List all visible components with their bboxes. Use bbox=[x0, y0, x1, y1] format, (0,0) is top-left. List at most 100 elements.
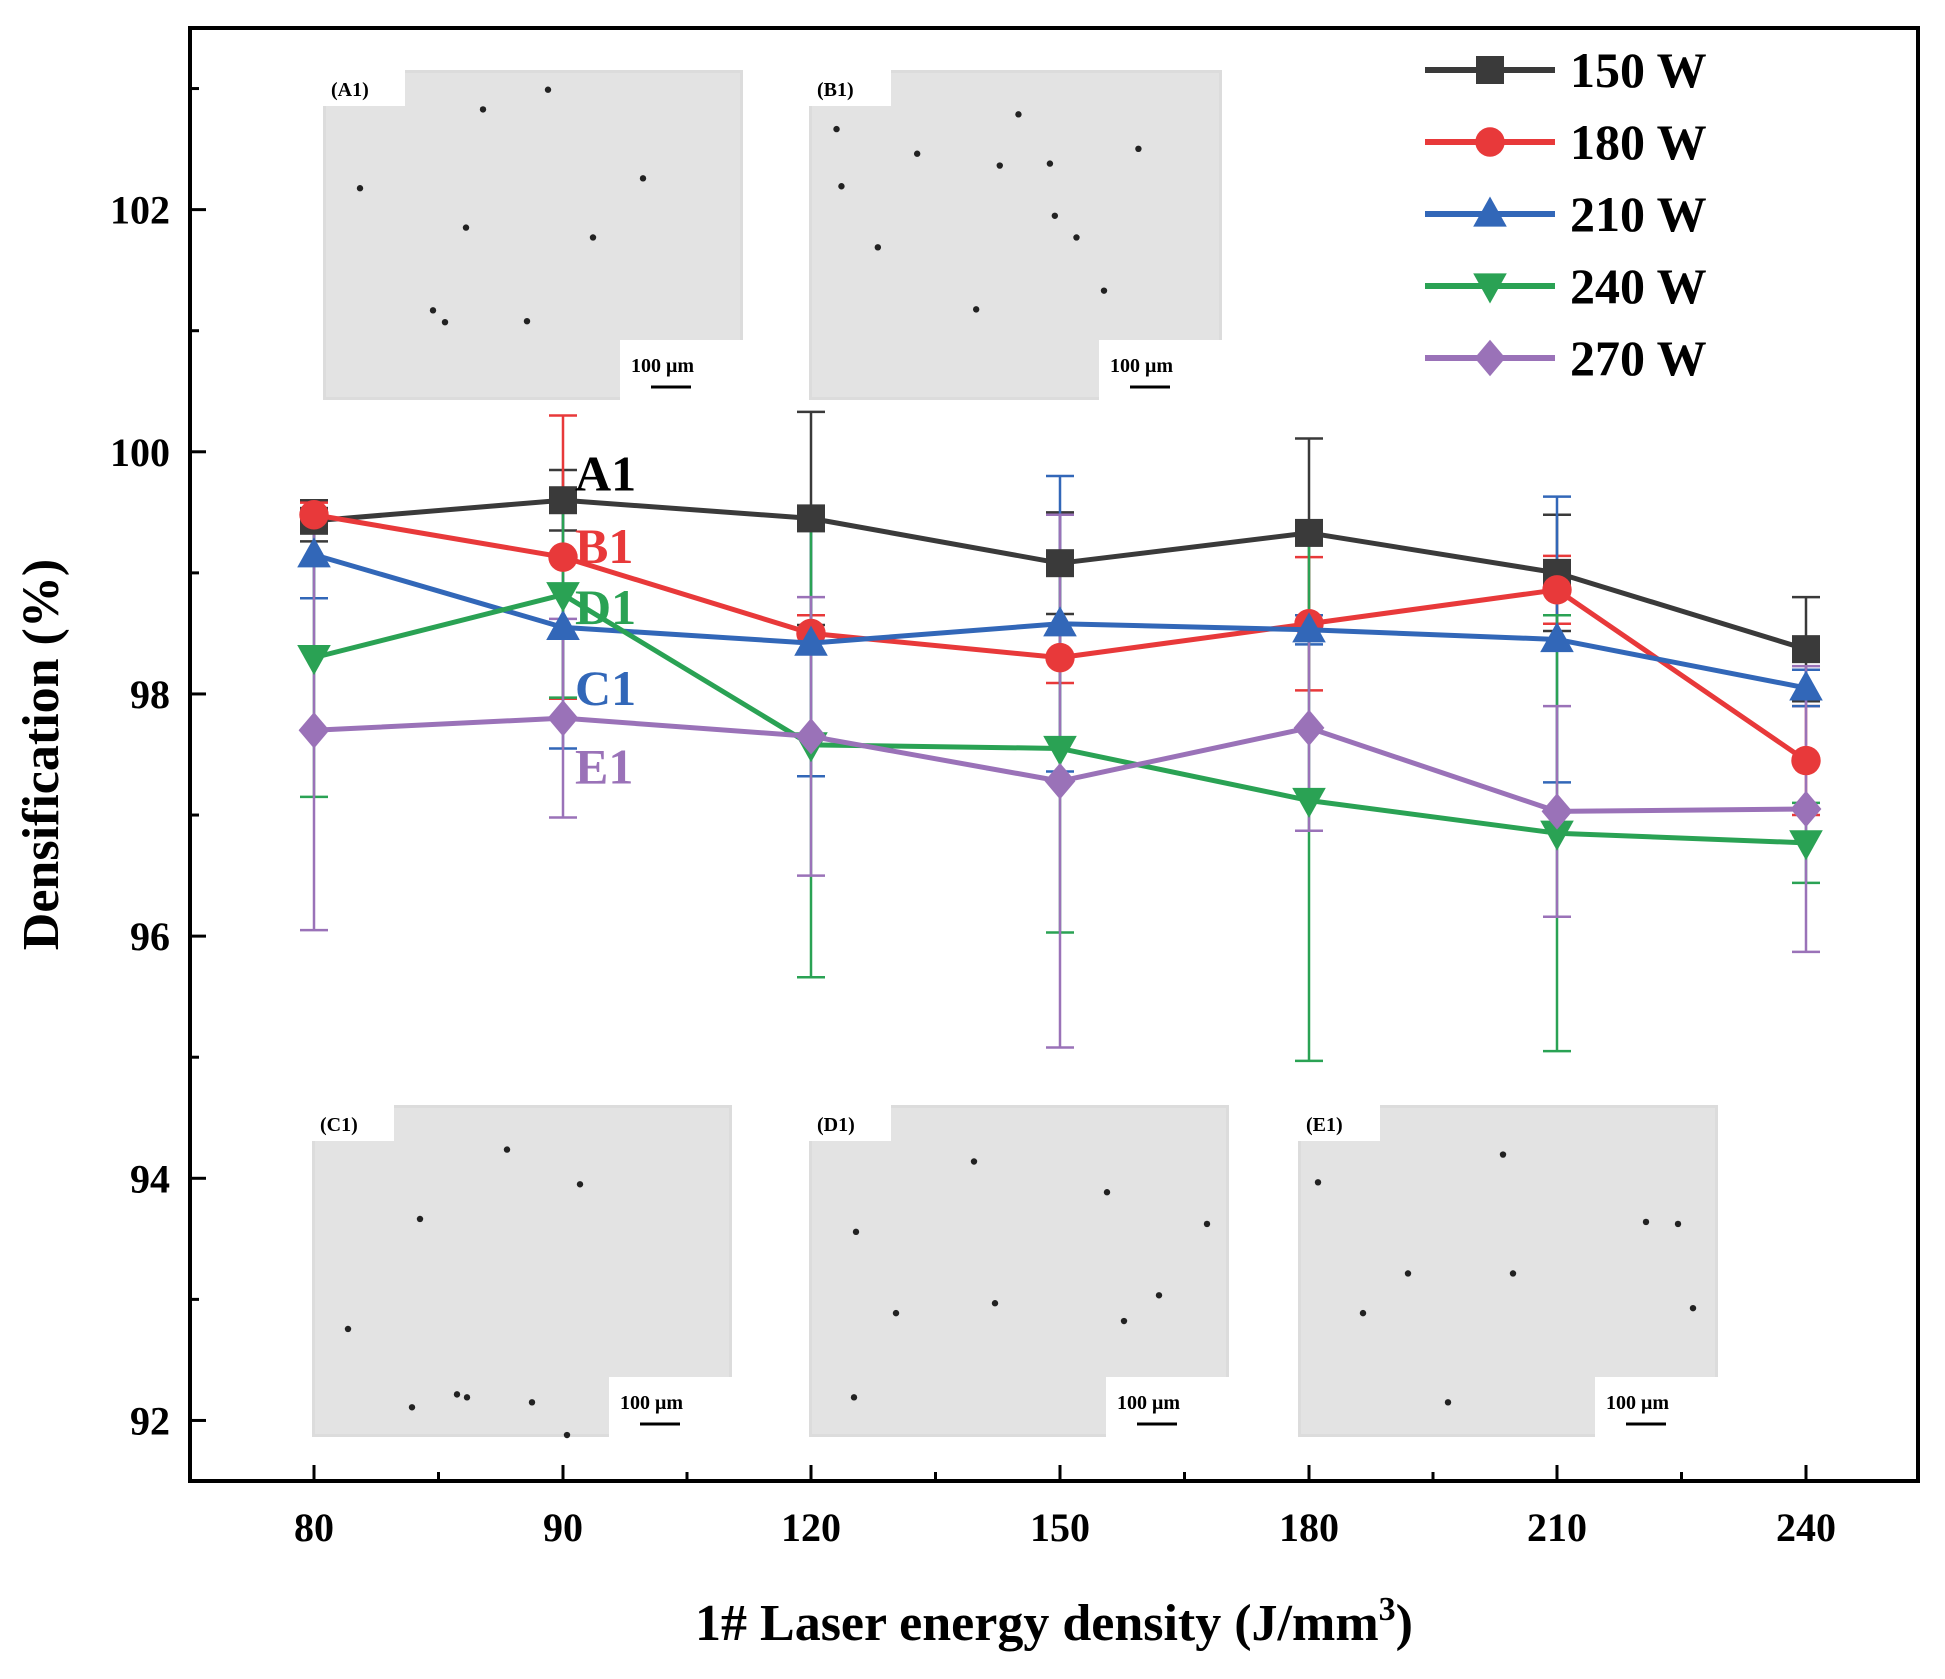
x-tick-label: 120 bbox=[781, 1505, 841, 1550]
pore-dot bbox=[874, 244, 882, 251]
micrograph-inset: (D1) 100 μm bbox=[809, 1105, 1229, 1437]
data-point-triangle-down bbox=[1540, 820, 1574, 851]
inset-label: (B1) bbox=[817, 79, 854, 101]
scale-bar-box bbox=[609, 1377, 732, 1437]
pore-dot bbox=[639, 175, 647, 182]
pore-dot bbox=[589, 234, 597, 241]
legend-label: 210 W bbox=[1570, 186, 1707, 242]
data-point-square bbox=[1476, 56, 1504, 84]
data-point-square bbox=[1295, 518, 1323, 547]
scale-bar-box bbox=[1595, 1377, 1718, 1437]
data-point-triangle-up bbox=[546, 609, 580, 640]
x-axis-title: 1# Laser energy density (J/mm3) bbox=[695, 1591, 1413, 1652]
pore-dot bbox=[1203, 1220, 1211, 1228]
data-point-circle bbox=[1045, 642, 1075, 673]
data-point-triangle-up bbox=[1473, 196, 1507, 227]
series-210w bbox=[297, 537, 1823, 701]
data-point-triangle-up bbox=[1043, 606, 1077, 637]
pore-dot bbox=[344, 1325, 352, 1333]
x-tick-label: 150 bbox=[1030, 1505, 1090, 1550]
pore-dot bbox=[1135, 145, 1142, 153]
scale-bar-label: 100 μm bbox=[620, 1392, 683, 1414]
pore-dot bbox=[1689, 1304, 1697, 1312]
legend-label: 180 W bbox=[1570, 114, 1707, 170]
pore-dot bbox=[1509, 1270, 1517, 1277]
pore-dot bbox=[1359, 1309, 1367, 1317]
pore-dot bbox=[1046, 160, 1054, 167]
pore-dot bbox=[503, 1146, 511, 1153]
pore-dot bbox=[838, 183, 845, 190]
pore-dot bbox=[479, 106, 487, 113]
legend-label: 240 W bbox=[1570, 258, 1707, 314]
pore-dot bbox=[991, 1300, 999, 1307]
pore-dot bbox=[1642, 1218, 1650, 1226]
x-axis-title-close: ) bbox=[1396, 1595, 1413, 1652]
data-point-circle bbox=[1542, 575, 1572, 605]
data-point-triangle-up bbox=[1540, 621, 1574, 653]
x-tick-label: 240 bbox=[1776, 1505, 1836, 1550]
micrograph-inset: (C1) 100 μm bbox=[312, 1105, 732, 1439]
inset-reference-label: A1 bbox=[575, 446, 636, 502]
inset-reference-label: C1 bbox=[575, 660, 636, 716]
inset-label-box bbox=[323, 70, 405, 106]
pore-dot bbox=[523, 317, 531, 325]
micrograph-inset: (A1) 100 μm bbox=[323, 70, 743, 400]
data-point-square bbox=[1046, 549, 1074, 578]
data-point-triangle-up bbox=[297, 537, 331, 568]
y-tick-label: 102 bbox=[110, 188, 170, 233]
data-point-circle bbox=[299, 500, 329, 530]
data-point-diamond bbox=[1293, 709, 1325, 747]
data-point-diamond bbox=[795, 718, 827, 755]
micrograph-inset: (B1) 100 μm bbox=[809, 70, 1222, 400]
pore-dot bbox=[563, 1431, 571, 1439]
inset-label-box bbox=[312, 1105, 394, 1141]
inset-label: (E1) bbox=[1306, 1114, 1343, 1136]
pore-dot bbox=[576, 1181, 584, 1188]
data-point-square bbox=[549, 486, 577, 515]
data-point-square bbox=[797, 504, 825, 533]
data-point-triangle-up bbox=[1292, 612, 1326, 643]
data-point-diamond bbox=[1474, 339, 1506, 377]
pore-dot bbox=[441, 318, 449, 326]
scale-bar-label: 100 μm bbox=[1110, 355, 1173, 377]
pore-dot bbox=[1499, 1151, 1507, 1158]
pore-dot bbox=[1155, 1292, 1163, 1299]
pore-dot bbox=[528, 1399, 536, 1406]
pore-dot bbox=[416, 1215, 424, 1223]
pore-dot bbox=[1314, 1179, 1322, 1186]
pore-dot bbox=[1674, 1220, 1682, 1228]
y-tick-label: 98 bbox=[130, 672, 170, 717]
data-point-circle bbox=[548, 542, 578, 572]
inset-label-box bbox=[809, 70, 891, 106]
pore-dot bbox=[892, 1309, 900, 1317]
legend-label: 150 W bbox=[1570, 42, 1707, 98]
x-axis-title-superscript: 3 bbox=[1379, 1591, 1396, 1628]
inset-reference-label: D1 bbox=[575, 579, 636, 635]
inset-label: (C1) bbox=[320, 1114, 358, 1136]
data-point-triangle-down bbox=[297, 645, 331, 676]
data-point-triangle-down bbox=[1789, 830, 1823, 861]
pore-dot bbox=[852, 1228, 860, 1236]
pore-dot bbox=[453, 1391, 461, 1398]
x-tick-label: 210 bbox=[1527, 1505, 1587, 1550]
pore-dot bbox=[1103, 1189, 1111, 1196]
pore-dot bbox=[1444, 1399, 1452, 1406]
pore-dot bbox=[972, 306, 980, 313]
micrograph-inset: (E1) 100 μm bbox=[1298, 1105, 1718, 1437]
data-point-diamond bbox=[1790, 790, 1822, 828]
y-tick-label: 94 bbox=[130, 1156, 170, 1201]
legend-label: 270 W bbox=[1570, 330, 1707, 386]
data-point-square bbox=[1792, 635, 1820, 664]
pore-dot bbox=[463, 1394, 471, 1401]
data-point-triangle-down bbox=[1043, 735, 1077, 766]
y-tick-label: 100 bbox=[110, 430, 170, 475]
y-axis-title: Densification (%) bbox=[13, 559, 70, 950]
data-point-triangle-down bbox=[1473, 273, 1507, 304]
pore-dot bbox=[850, 1394, 858, 1401]
pore-dot bbox=[1100, 287, 1108, 294]
scale-bar-box bbox=[1106, 1377, 1229, 1437]
data-point-triangle-up bbox=[1789, 670, 1823, 701]
data-point-diamond bbox=[298, 712, 330, 749]
